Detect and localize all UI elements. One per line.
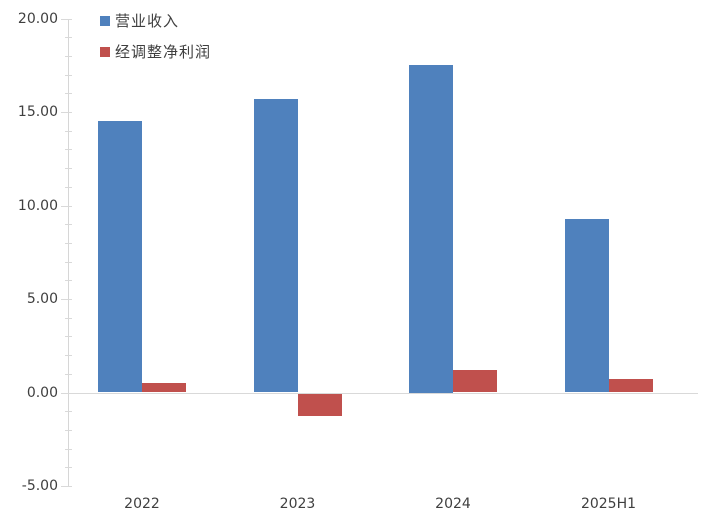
- bar-revenue-2022: [98, 121, 142, 393]
- bar-adjusted-net-profit-2025H1: [608, 379, 653, 393]
- bar-adjusted-net-profit-2024: [453, 370, 497, 393]
- x-axis-category-label: 2025H1: [580, 496, 637, 512]
- y-minor-tick-mark: [65, 467, 72, 469]
- legend-item-adjusted-net-profit: 经调整净利润: [100, 42, 211, 61]
- y-minor-tick-mark: [65, 336, 72, 338]
- legend-swatch-revenue-icon: [100, 15, 110, 26]
- x-axis-category-label: 2023: [279, 496, 316, 512]
- y-minor-tick-mark: [65, 224, 72, 226]
- legend-label-revenue: 营业收入: [115, 12, 180, 30]
- y-major-tick-mark: [61, 299, 72, 300]
- y-minor-tick-mark: [65, 448, 72, 450]
- y-minor-tick-mark: [65, 280, 72, 282]
- x-axis-category-label: 2024: [435, 496, 471, 512]
- zero-gridline: [68, 392, 698, 394]
- y-axis-tick-label: 5.00: [26, 291, 58, 307]
- y-axis-line: [68, 18, 69, 486]
- y-axis-tick-label: -5.00: [21, 478, 58, 494]
- y-axis-tick-label: 15.00: [17, 104, 58, 120]
- bar-revenue-2023: [253, 98, 298, 393]
- x-axis-category-label: 2022: [124, 496, 160, 512]
- y-minor-tick-mark: [65, 130, 72, 132]
- bar-revenue-2025H1: [564, 218, 609, 393]
- y-minor-tick-mark: [65, 74, 72, 76]
- y-major-tick-mark: [61, 486, 72, 487]
- y-minor-tick-mark: [65, 93, 72, 95]
- y-major-tick-mark: [61, 392, 72, 394]
- y-major-tick-mark: [61, 205, 72, 207]
- y-minor-tick-mark: [65, 37, 72, 39]
- y-minor-tick-mark: [65, 261, 72, 263]
- y-minor-tick-mark: [65, 242, 72, 244]
- bar-revenue-2024: [409, 65, 453, 393]
- y-minor-tick-mark: [65, 411, 72, 413]
- y-major-tick-mark: [61, 112, 72, 113]
- bar-adjusted-net-profit-2023: [297, 393, 342, 416]
- y-minor-tick-mark: [65, 355, 72, 357]
- y-minor-tick-mark: [65, 317, 72, 319]
- y-major-tick-mark: [61, 18, 72, 20]
- chart-legend: 营业收入 经调整净利润: [100, 11, 211, 73]
- y-minor-tick-mark: [65, 55, 72, 57]
- y-minor-tick-mark: [65, 429, 72, 431]
- bar-adjusted-net-profit-2022: [142, 383, 186, 393]
- y-axis-tick-label: 0.00: [26, 384, 58, 401]
- y-minor-tick-mark: [65, 186, 72, 188]
- y-minor-tick-mark: [65, 149, 72, 151]
- y-minor-tick-mark: [65, 373, 72, 375]
- y-minor-tick-mark: [65, 168, 72, 170]
- legend-swatch-adjusted-net-profit-icon: [100, 46, 110, 57]
- y-axis-tick-label: 10.00: [17, 197, 58, 214]
- legend-item-revenue: 营业收入: [100, 11, 211, 30]
- legend-label-adjusted-net-profit: 经调整净利润: [115, 43, 212, 61]
- y-axis-tick-label: 20.00: [17, 10, 58, 27]
